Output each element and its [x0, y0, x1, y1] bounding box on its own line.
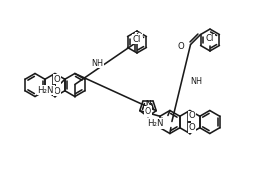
Text: NH: NH	[190, 76, 202, 85]
Text: NH: NH	[91, 59, 103, 68]
Text: O: O	[136, 32, 142, 41]
Text: O: O	[188, 124, 195, 132]
Text: H₂N: H₂N	[38, 86, 54, 95]
Text: N: N	[145, 100, 151, 106]
Text: Cl: Cl	[133, 35, 141, 44]
Text: Cl: Cl	[206, 34, 214, 43]
Text: O: O	[53, 74, 60, 83]
Text: N: N	[145, 100, 151, 106]
Text: O: O	[53, 87, 60, 96]
Text: O: O	[145, 107, 151, 116]
Text: H₂N: H₂N	[147, 119, 164, 128]
Text: O: O	[178, 42, 185, 51]
Text: O: O	[188, 111, 195, 120]
